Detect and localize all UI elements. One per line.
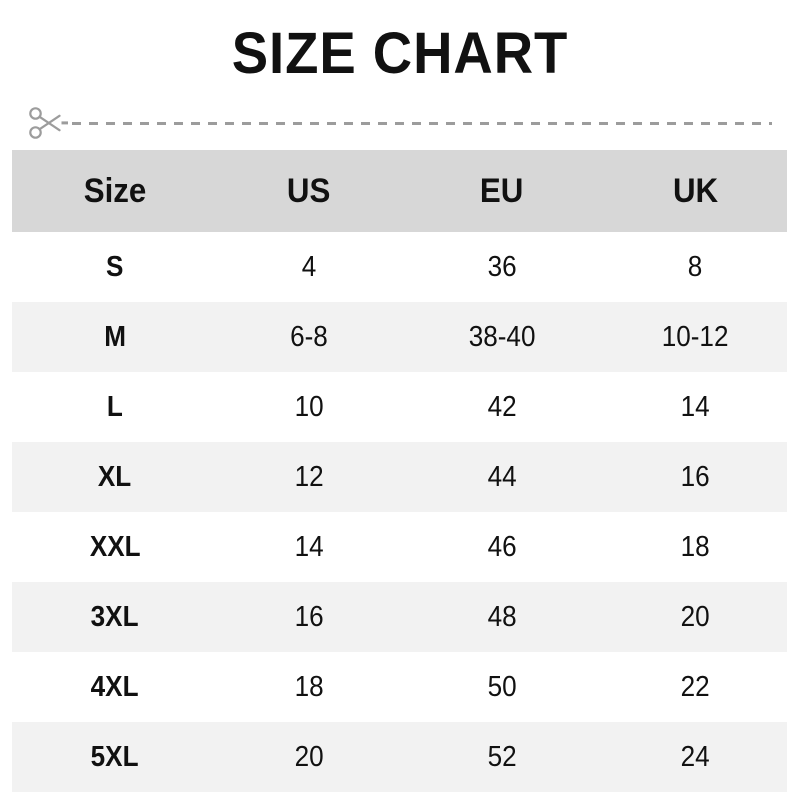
table-row: S 4 36 8: [12, 232, 787, 302]
cell-uk: 10-12: [662, 320, 729, 353]
table-header: Size US EU UK: [12, 150, 787, 232]
cell-eu: 38-40: [468, 320, 536, 353]
cell-size: S: [106, 250, 124, 283]
cell-us: 16: [294, 600, 324, 633]
cell-eu: 36: [487, 250, 517, 283]
column-header-uk: UK: [604, 150, 787, 232]
cell-us: 4: [301, 250, 317, 283]
cell-size: 5XL: [91, 740, 139, 773]
cell-size: 3XL: [91, 600, 139, 633]
table-row: XL 12 44 16: [12, 442, 787, 512]
cell-uk: 16: [680, 460, 711, 493]
column-header-size: Size: [12, 150, 218, 232]
cell-eu: 42: [487, 390, 517, 423]
dashed-cut-line: [72, 121, 772, 125]
table-row: XXL 14 46 18: [12, 512, 787, 582]
size-chart-table: Size US EU UK S 4 36 8 M 6-8 38-40 10-12…: [12, 150, 787, 792]
page-title: SIZE CHART: [231, 21, 569, 86]
column-header-eu-label: EU: [480, 171, 524, 210]
cell-size: M: [104, 320, 126, 353]
cell-size: L: [107, 390, 123, 423]
column-header-us: US: [218, 150, 400, 232]
cell-uk: 8: [688, 250, 703, 283]
cell-us: 6-8: [290, 320, 328, 353]
cell-uk: 18: [680, 530, 711, 563]
cell-eu: 48: [487, 600, 517, 633]
column-header-uk-label: UK: [672, 171, 719, 210]
cell-eu: 52: [487, 740, 517, 773]
cell-uk: 22: [680, 670, 711, 703]
cell-eu: 50: [487, 670, 517, 703]
cell-uk: 14: [680, 390, 711, 423]
cell-eu: 46: [487, 530, 517, 563]
column-header-size-label: Size: [83, 171, 147, 210]
table-row: L 10 42 14: [12, 372, 787, 442]
cell-uk: 24: [680, 740, 711, 773]
table-row: 4XL 18 50 22: [12, 652, 787, 722]
cell-size: XXL: [89, 530, 141, 563]
cell-size: XL: [98, 460, 132, 493]
table-row: 3XL 16 48 20: [12, 582, 787, 652]
cell-uk: 20: [680, 600, 711, 633]
cut-line: [0, 103, 800, 143]
cell-us: 12: [294, 460, 324, 493]
column-header-eu: EU: [400, 150, 604, 232]
cell-us: 20: [294, 740, 324, 773]
column-header-us-label: US: [287, 171, 331, 210]
cell-us: 18: [294, 670, 324, 703]
table-body: S 4 36 8 M 6-8 38-40 10-12 L 10 42 14 XL…: [12, 232, 787, 792]
cell-us: 10: [294, 390, 324, 423]
page-title-container: SIZE CHART: [0, 0, 800, 85]
table-row: M 6-8 38-40 10-12: [12, 302, 787, 372]
table-row: 5XL 20 52 24: [12, 722, 787, 792]
scissors-icon: [29, 107, 68, 139]
cell-us: 14: [294, 530, 324, 563]
header-row: Size US EU UK: [12, 150, 787, 232]
cell-size: 4XL: [91, 670, 139, 703]
cell-eu: 44: [487, 460, 517, 493]
